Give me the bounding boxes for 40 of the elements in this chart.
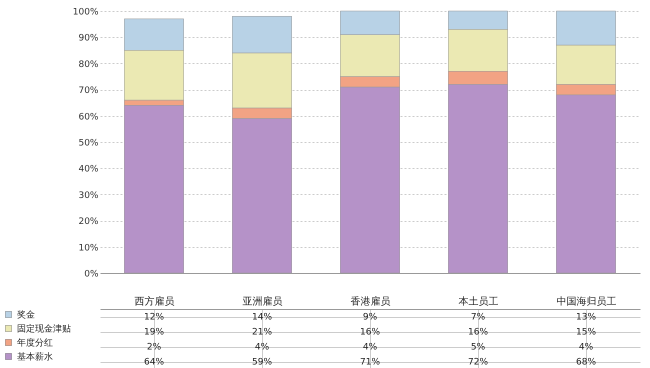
y-tick-label: 10% <box>78 243 99 254</box>
y-tick-label: 0% <box>84 270 99 280</box>
data-label: 4% <box>578 342 594 352</box>
legend-label: 年度分红 <box>17 338 53 348</box>
y-tick-label: 80% <box>78 60 99 70</box>
y-tick-label: 100% <box>72 8 99 18</box>
x-tick-label: 西方雇员 <box>134 296 174 308</box>
data-label: 16% <box>360 328 380 338</box>
x-tick-label: 亚洲雇员 <box>242 296 282 308</box>
y-tick-label: 40% <box>78 164 99 175</box>
y-tick-label: 30% <box>78 190 99 201</box>
y-tick-label: 50% <box>78 138 99 148</box>
data-label: 9% <box>362 312 378 322</box>
x-tick-label: 香港雇员 <box>350 296 390 308</box>
data-label: 13% <box>576 312 596 322</box>
legend-label: 固定现金津贴 <box>17 324 71 334</box>
y-tick-label: 70% <box>78 86 99 96</box>
data-label: 7% <box>470 312 486 322</box>
y-tick-label: 20% <box>78 217 99 228</box>
data-label: 4% <box>362 342 378 352</box>
data-label: 21% <box>252 328 272 338</box>
x-tick-label: 本土员工 <box>458 296 498 308</box>
data-label: 12% <box>144 312 164 322</box>
data-label: 71% <box>360 358 380 368</box>
legend-label: 奖金 <box>17 310 35 320</box>
data-label: 72% <box>468 358 488 368</box>
data-label: 19% <box>144 328 164 338</box>
x-tick-label: 中国海归员工 <box>556 296 616 308</box>
data-label: 5% <box>470 342 486 352</box>
data-label: 64% <box>144 358 164 368</box>
legend-label: 基本薪水 <box>17 352 53 362</box>
data-label: 14% <box>252 312 272 322</box>
data-label: 15% <box>576 328 596 338</box>
y-tick-label: 60% <box>78 112 99 122</box>
data-label: 59% <box>252 358 272 368</box>
data-label: 4% <box>254 342 270 352</box>
data-label: 2% <box>146 342 162 352</box>
y-tick-label: 90% <box>78 34 99 44</box>
data-label: 68% <box>576 358 596 368</box>
data-label: 16% <box>468 328 488 338</box>
